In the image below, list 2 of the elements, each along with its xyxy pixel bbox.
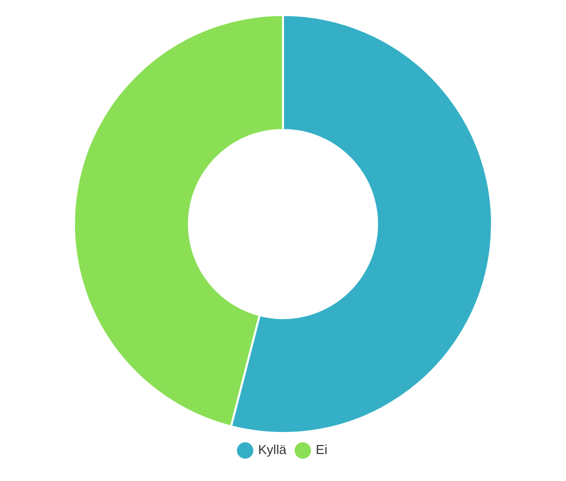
- legend-label: Ei: [316, 442, 328, 458]
- legend-label: Kyllä: [258, 442, 288, 458]
